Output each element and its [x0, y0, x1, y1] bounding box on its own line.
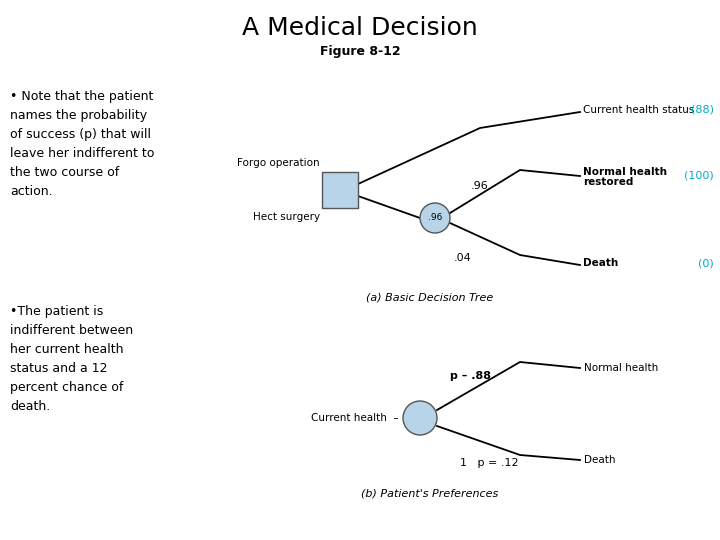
Text: Normal health: Normal health: [584, 363, 658, 373]
Circle shape: [403, 401, 437, 435]
Text: Death: Death: [584, 455, 616, 465]
Text: Figure 8-12: Figure 8-12: [320, 45, 400, 58]
Text: .96: .96: [471, 181, 489, 191]
Text: Forgo operation: Forgo operation: [238, 158, 320, 168]
Text: .04: .04: [454, 253, 472, 263]
Text: A Medical Decision: A Medical Decision: [242, 16, 478, 40]
Text: Current health status: Current health status: [583, 105, 694, 115]
Text: (88): (88): [691, 105, 714, 115]
Text: (b) Patient's Preferences: (b) Patient's Preferences: [361, 489, 499, 499]
Text: (0): (0): [698, 258, 714, 268]
Text: Hect surgery: Hect surgery: [253, 212, 320, 222]
Text: Normal health: Normal health: [583, 167, 667, 177]
Text: Current health  –: Current health –: [311, 413, 399, 423]
Bar: [322, 172, 358, 208]
Text: p – .88: p – .88: [449, 371, 490, 381]
Text: • Note that the patient
names the probability
of success (p) that will
leave her: • Note that the patient names the probab…: [10, 90, 154, 198]
Text: restored: restored: [583, 177, 634, 187]
Circle shape: [420, 203, 450, 233]
Text: .96: .96: [428, 213, 442, 222]
Text: (a) Basic Decision Tree: (a) Basic Decision Tree: [366, 293, 494, 303]
Text: (100): (100): [684, 170, 714, 180]
Text: •The patient is
indifferent between
her current health
status and a 12
percent c: •The patient is indifferent between her …: [10, 305, 133, 413]
Text: Death: Death: [583, 258, 618, 268]
Text: 1   p = .12: 1 p = .12: [460, 458, 518, 468]
